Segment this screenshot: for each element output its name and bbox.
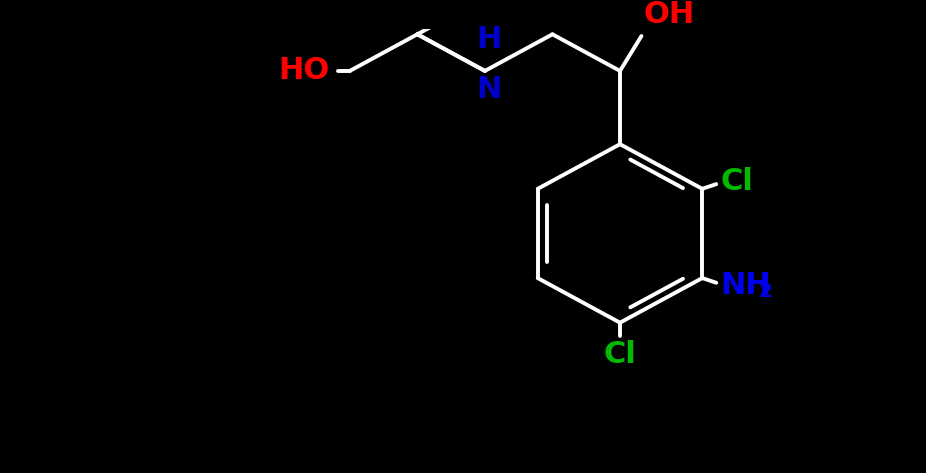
Text: 2: 2: [758, 282, 772, 301]
Text: OH: OH: [644, 0, 694, 29]
Text: H: H: [476, 25, 502, 54]
Text: N: N: [476, 75, 502, 104]
Text: Cl: Cl: [604, 340, 636, 368]
Text: NH: NH: [720, 271, 771, 300]
Text: Cl: Cl: [720, 167, 753, 196]
Text: HO: HO: [279, 56, 330, 86]
